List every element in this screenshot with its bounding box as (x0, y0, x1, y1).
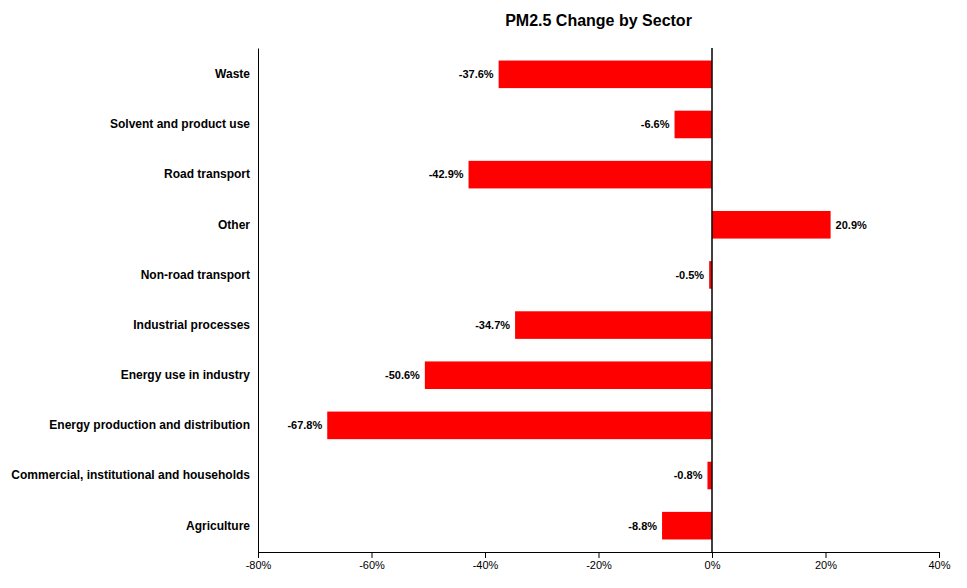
tick-label: Waste (215, 67, 250, 81)
bar (712, 211, 831, 239)
tick: Energy production and distribution (49, 418, 258, 432)
axis-line (259, 553, 940, 559)
bar (469, 161, 712, 189)
tick: -40% (473, 552, 499, 571)
bar (675, 111, 712, 139)
tick: Road transport (164, 167, 258, 181)
tick-label: Non-road transport (141, 268, 250, 282)
tick-mark (826, 552, 827, 558)
data-label: -42.9% (429, 168, 464, 180)
tick: Solvent and product use (110, 117, 258, 131)
tick-mark (258, 552, 259, 558)
tick: -20% (586, 552, 612, 571)
data-label: -67.8% (287, 419, 322, 431)
chart-container: -80% -60% -40% -20% 0% 20% 40% Agriculture Comme… (0, 0, 967, 588)
zero-line (711, 48, 713, 552)
tick-label: 20% (815, 559, 837, 571)
tick: 40% (928, 552, 950, 571)
tick-mark (485, 552, 486, 558)
tick: 0% (705, 552, 721, 571)
tick: -80% (246, 552, 272, 571)
bar (425, 361, 712, 389)
tick-label: -80% (246, 559, 272, 571)
tick: Agriculture (186, 519, 258, 533)
tick: Energy use in industry (121, 368, 258, 382)
tick-mark (372, 552, 373, 558)
tick-label: -40% (473, 559, 499, 571)
chart: -80% -60% -40% -20% 0% 20% 40% Agriculture Comme… (0, 0, 967, 588)
tick: Other (218, 218, 258, 232)
tick-mark (712, 552, 713, 558)
tick: Non-road transport (141, 268, 258, 282)
data-label: -0.5% (675, 269, 704, 281)
data-label: -37.6% (459, 68, 494, 80)
tick: Waste (215, 67, 258, 81)
tick-label: Road transport (164, 167, 250, 181)
tick-label: Industrial processes (133, 318, 250, 332)
value-axis: -80% -60% -40% -20% 0% 20% 40% (246, 552, 951, 571)
bar (327, 412, 712, 440)
data-label: -50.6% (385, 369, 420, 381)
category-axis: Agriculture Commercial, institutional and… (11, 49, 258, 553)
tick: Commercial, institutional and households (11, 468, 258, 482)
tick: Industrial processes (133, 318, 258, 332)
plot: -80% -60% -40% -20% 0% 20% 40% Agriculture Comme… (11, 48, 950, 571)
axis-line (258, 49, 259, 553)
tick-label: Commercial, institutional and households (11, 468, 250, 482)
data-label: -8.8% (628, 520, 657, 532)
tick-mark (939, 552, 940, 558)
tick-label: 40% (928, 559, 950, 571)
data-label: -34.7% (475, 319, 510, 331)
tick-label: Other (218, 218, 250, 232)
tick: -60% (359, 552, 385, 571)
bars (327, 61, 830, 540)
data-label: 20.9% (836, 219, 867, 231)
bar (499, 61, 712, 89)
tick-label: Agriculture (186, 519, 250, 533)
data-label: -0.8% (674, 469, 703, 481)
title: PM2.5 Change by Sector (505, 12, 692, 29)
data-label: -6.6% (641, 118, 670, 130)
bar (515, 311, 712, 339)
tick-label: -20% (586, 559, 612, 571)
tick-label: Solvent and product use (110, 117, 250, 131)
tick: 20% (815, 552, 837, 571)
bar (662, 512, 712, 540)
tick-label: -60% (359, 559, 385, 571)
tick-label: Energy production and distribution (49, 418, 250, 432)
tick-label: 0% (705, 559, 721, 571)
tick-mark (599, 552, 600, 558)
tick-label: Energy use in industry (121, 368, 251, 382)
data-labels: -8.8% -0.8% -67.8% -50.6% -34.7% -0.5% 20.9% -4… (287, 68, 867, 531)
